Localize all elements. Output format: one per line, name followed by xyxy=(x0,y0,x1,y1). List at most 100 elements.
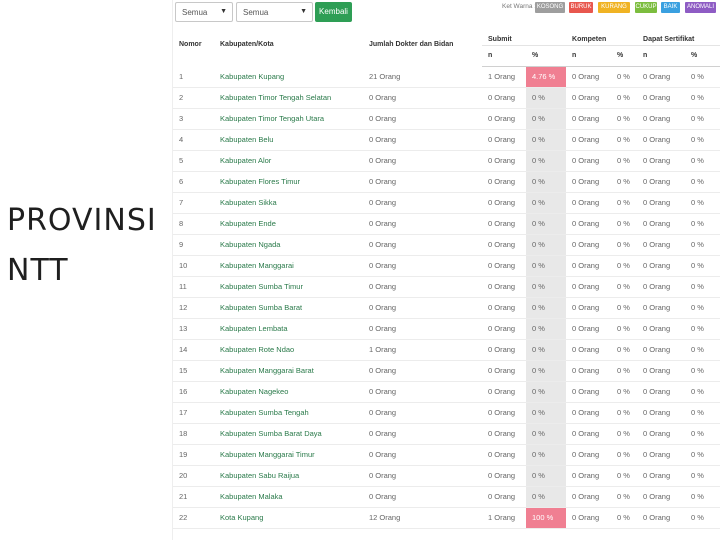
filter-select-1[interactable]: Semua ▼ xyxy=(175,2,233,22)
header-submit-n[interactable]: n xyxy=(482,45,526,67)
cell-sertifikat-pct: 0 % xyxy=(685,192,720,214)
cell-submit-n: 0 Orang xyxy=(482,465,526,487)
header-sertifikat-n[interactable]: n xyxy=(637,45,686,67)
cell-submit-n: 0 Orang xyxy=(482,318,526,340)
table-row: 2 Kabupaten Timor Tengah Selatan 0 Orang 0 … xyxy=(173,87,720,109)
cell-kabupaten-link[interactable]: Kabupaten Rote Ndao xyxy=(214,339,363,361)
table-row: 7 Kabupaten Sikka 0 Orang 0 Orang 0 % 0 Orang… xyxy=(173,192,720,214)
legend-chip: KURANG xyxy=(598,2,630,13)
cell-no: 3 xyxy=(173,108,214,130)
cell-kabupaten-link[interactable]: Kabupaten Lembata xyxy=(214,318,363,340)
table-row: 20 Kabupaten Sabu Raijua 0 Orang 0 Orang 0 %… xyxy=(173,465,720,487)
cell-no: 6 xyxy=(173,171,214,193)
cell-kabupaten-link[interactable]: Kabupaten Sikka xyxy=(214,192,363,214)
cell-sertifikat-n: 0 Orang xyxy=(637,171,686,193)
cell-no: 1 xyxy=(173,66,214,88)
cell-kabupaten-link[interactable]: Kabupaten Kupang xyxy=(214,66,363,88)
header-sertifikat-pct[interactable]: % xyxy=(685,45,720,67)
header-submit-pct[interactable]: % xyxy=(526,45,567,67)
filter-select-2-value: Semua xyxy=(243,8,269,17)
legend-chip: ANOMALI xyxy=(685,2,716,13)
header-no[interactable]: Nomor xyxy=(179,40,202,48)
cell-kabupaten-link[interactable]: Kabupaten Sumba Barat Daya xyxy=(214,423,363,445)
cell-kabupaten-link[interactable]: Kabupaten Ende xyxy=(214,213,363,235)
cell-sertifikat-n: 0 Orang xyxy=(637,276,686,298)
cell-kabupaten-link[interactable]: Kabupaten Flores Timur xyxy=(214,171,363,193)
cell-no: 20 xyxy=(173,465,214,487)
table-row: 14 Kabupaten Rote Ndao 1 Orang 0 Orang 0 % 0 … xyxy=(173,339,720,361)
cell-jumlah: 0 Orang xyxy=(363,150,482,172)
cell-sertifikat-pct: 0 % xyxy=(685,339,720,361)
cell-submit-n: 0 Orang xyxy=(482,213,526,235)
cell-kabupaten-link[interactable]: Kota Kupang xyxy=(214,507,363,529)
table-row: 10 Kabupaten Manggarai 0 Orang 0 Orang 0 % 0 … xyxy=(173,255,720,277)
cell-submit-pct: 0 % xyxy=(526,87,567,109)
cell-kabupaten-link[interactable]: Kabupaten Sumba Timur xyxy=(214,276,363,298)
cell-kabupaten-link[interactable]: Kabupaten Sumba Barat xyxy=(214,297,363,319)
cell-jumlah: 0 Orang xyxy=(363,318,482,340)
header-jumlah[interactable]: Jumlah Dokter dan Bidan xyxy=(369,40,454,48)
cell-no: 19 xyxy=(173,444,214,466)
cell-jumlah: 0 Orang xyxy=(363,171,482,193)
cell-kabupaten-link[interactable]: Kabupaten Ngada xyxy=(214,234,363,256)
cell-jumlah: 12 Orang xyxy=(363,507,482,529)
cell-sertifikat-n: 0 Orang xyxy=(637,66,686,88)
header-kompeten-pct[interactable]: % xyxy=(611,45,638,67)
table-row: 18 Kabupaten Sumba Barat Daya 0 Orang 0 Ora… xyxy=(173,423,720,445)
table-row: 15 Kabupaten Manggarai Barat 0 Orang 0 Oran… xyxy=(173,360,720,382)
table-row: 4 Kabupaten Belu 0 Orang 0 Orang 0 % 0 Orang 0… xyxy=(173,129,720,151)
cell-sertifikat-pct: 0 % xyxy=(685,486,720,508)
back-button[interactable]: Kembali xyxy=(315,2,352,22)
cell-kompeten-n: 0 Orang xyxy=(566,360,612,382)
cell-jumlah: 0 Orang xyxy=(363,234,482,256)
cell-submit-pct: 0 % xyxy=(526,486,567,508)
cell-submit-pct: 0 % xyxy=(526,381,567,403)
cell-kabupaten-link[interactable]: Kabupaten Nagekeo xyxy=(214,381,363,403)
cell-submit-pct: 0 % xyxy=(526,213,567,235)
cell-submit-n: 0 Orang xyxy=(482,129,526,151)
cell-kabupaten-link[interactable]: Kabupaten Sabu Raijua xyxy=(214,465,363,487)
cell-kabupaten-link[interactable]: Kabupaten Timor Tengah Selatan xyxy=(214,87,363,109)
cell-kompeten-n: 0 Orang xyxy=(566,486,612,508)
header-kabupaten[interactable]: Kabupaten/Kota xyxy=(220,40,274,48)
cell-submit-n: 1 Orang xyxy=(482,66,526,88)
cell-submit-n: 0 Orang xyxy=(482,171,526,193)
cell-kabupaten-link[interactable]: Kabupaten Alor xyxy=(214,150,363,172)
cell-submit-pct: 0 % xyxy=(526,402,567,424)
cell-submit-pct: 0 % xyxy=(526,318,567,340)
cell-kompeten-pct: 0 % xyxy=(611,129,638,151)
cell-kabupaten-link[interactable]: Kabupaten Timor Tengah Utara xyxy=(214,108,363,130)
cell-sertifikat-pct: 0 % xyxy=(685,423,720,445)
header-kompeten-n[interactable]: n xyxy=(566,45,612,67)
table-row: 11 Kabupaten Sumba Timur 0 Orang 0 Orang 0 %… xyxy=(173,276,720,298)
cell-jumlah: 0 Orang xyxy=(363,465,482,487)
cell-submit-n: 0 Orang xyxy=(482,444,526,466)
table-row: 9 Kabupaten Ngada 0 Orang 0 Orang 0 % 0 Orang… xyxy=(173,234,720,256)
cell-sertifikat-pct: 0 % xyxy=(685,87,720,109)
filter-select-2[interactable]: Semua ▼ xyxy=(236,2,313,22)
cell-no: 18 xyxy=(173,423,214,445)
cell-kabupaten-link[interactable]: Kabupaten Sumba Tengah xyxy=(214,402,363,424)
cell-kabupaten-link[interactable]: Kabupaten Manggarai xyxy=(214,255,363,277)
table-row: 16 Kabupaten Nagekeo 0 Orang 0 Orang 0 % 0 Or… xyxy=(173,381,720,403)
legend-chip: BAIK xyxy=(661,2,680,13)
cell-no: 14 xyxy=(173,339,214,361)
cell-no: 10 xyxy=(173,255,214,277)
cell-kompeten-pct: 0 % xyxy=(611,339,638,361)
cell-kabupaten-link[interactable]: Kabupaten Manggarai Barat xyxy=(214,360,363,382)
slide-title: PROVINSI NTT xyxy=(7,196,157,296)
cell-kabupaten-link[interactable]: Kabupaten Manggarai Timur xyxy=(214,444,363,466)
cell-no: 16 xyxy=(173,381,214,403)
cell-sertifikat-pct: 0 % xyxy=(685,381,720,403)
cell-submit-n: 0 Orang xyxy=(482,423,526,445)
cell-submit-n: 0 Orang xyxy=(482,381,526,403)
cell-submit-pct: 0 % xyxy=(526,339,567,361)
cell-kabupaten-link[interactable]: Kabupaten Malaka xyxy=(214,486,363,508)
cell-kompeten-n: 0 Orang xyxy=(566,129,612,151)
legend-chip: CUKUP xyxy=(635,2,657,13)
cell-kabupaten-link[interactable]: Kabupaten Belu xyxy=(214,129,363,151)
cell-kompeten-pct: 0 % xyxy=(611,171,638,193)
cell-jumlah: 0 Orang xyxy=(363,276,482,298)
cell-kompeten-n: 0 Orang xyxy=(566,318,612,340)
cell-kompeten-pct: 0 % xyxy=(611,234,638,256)
